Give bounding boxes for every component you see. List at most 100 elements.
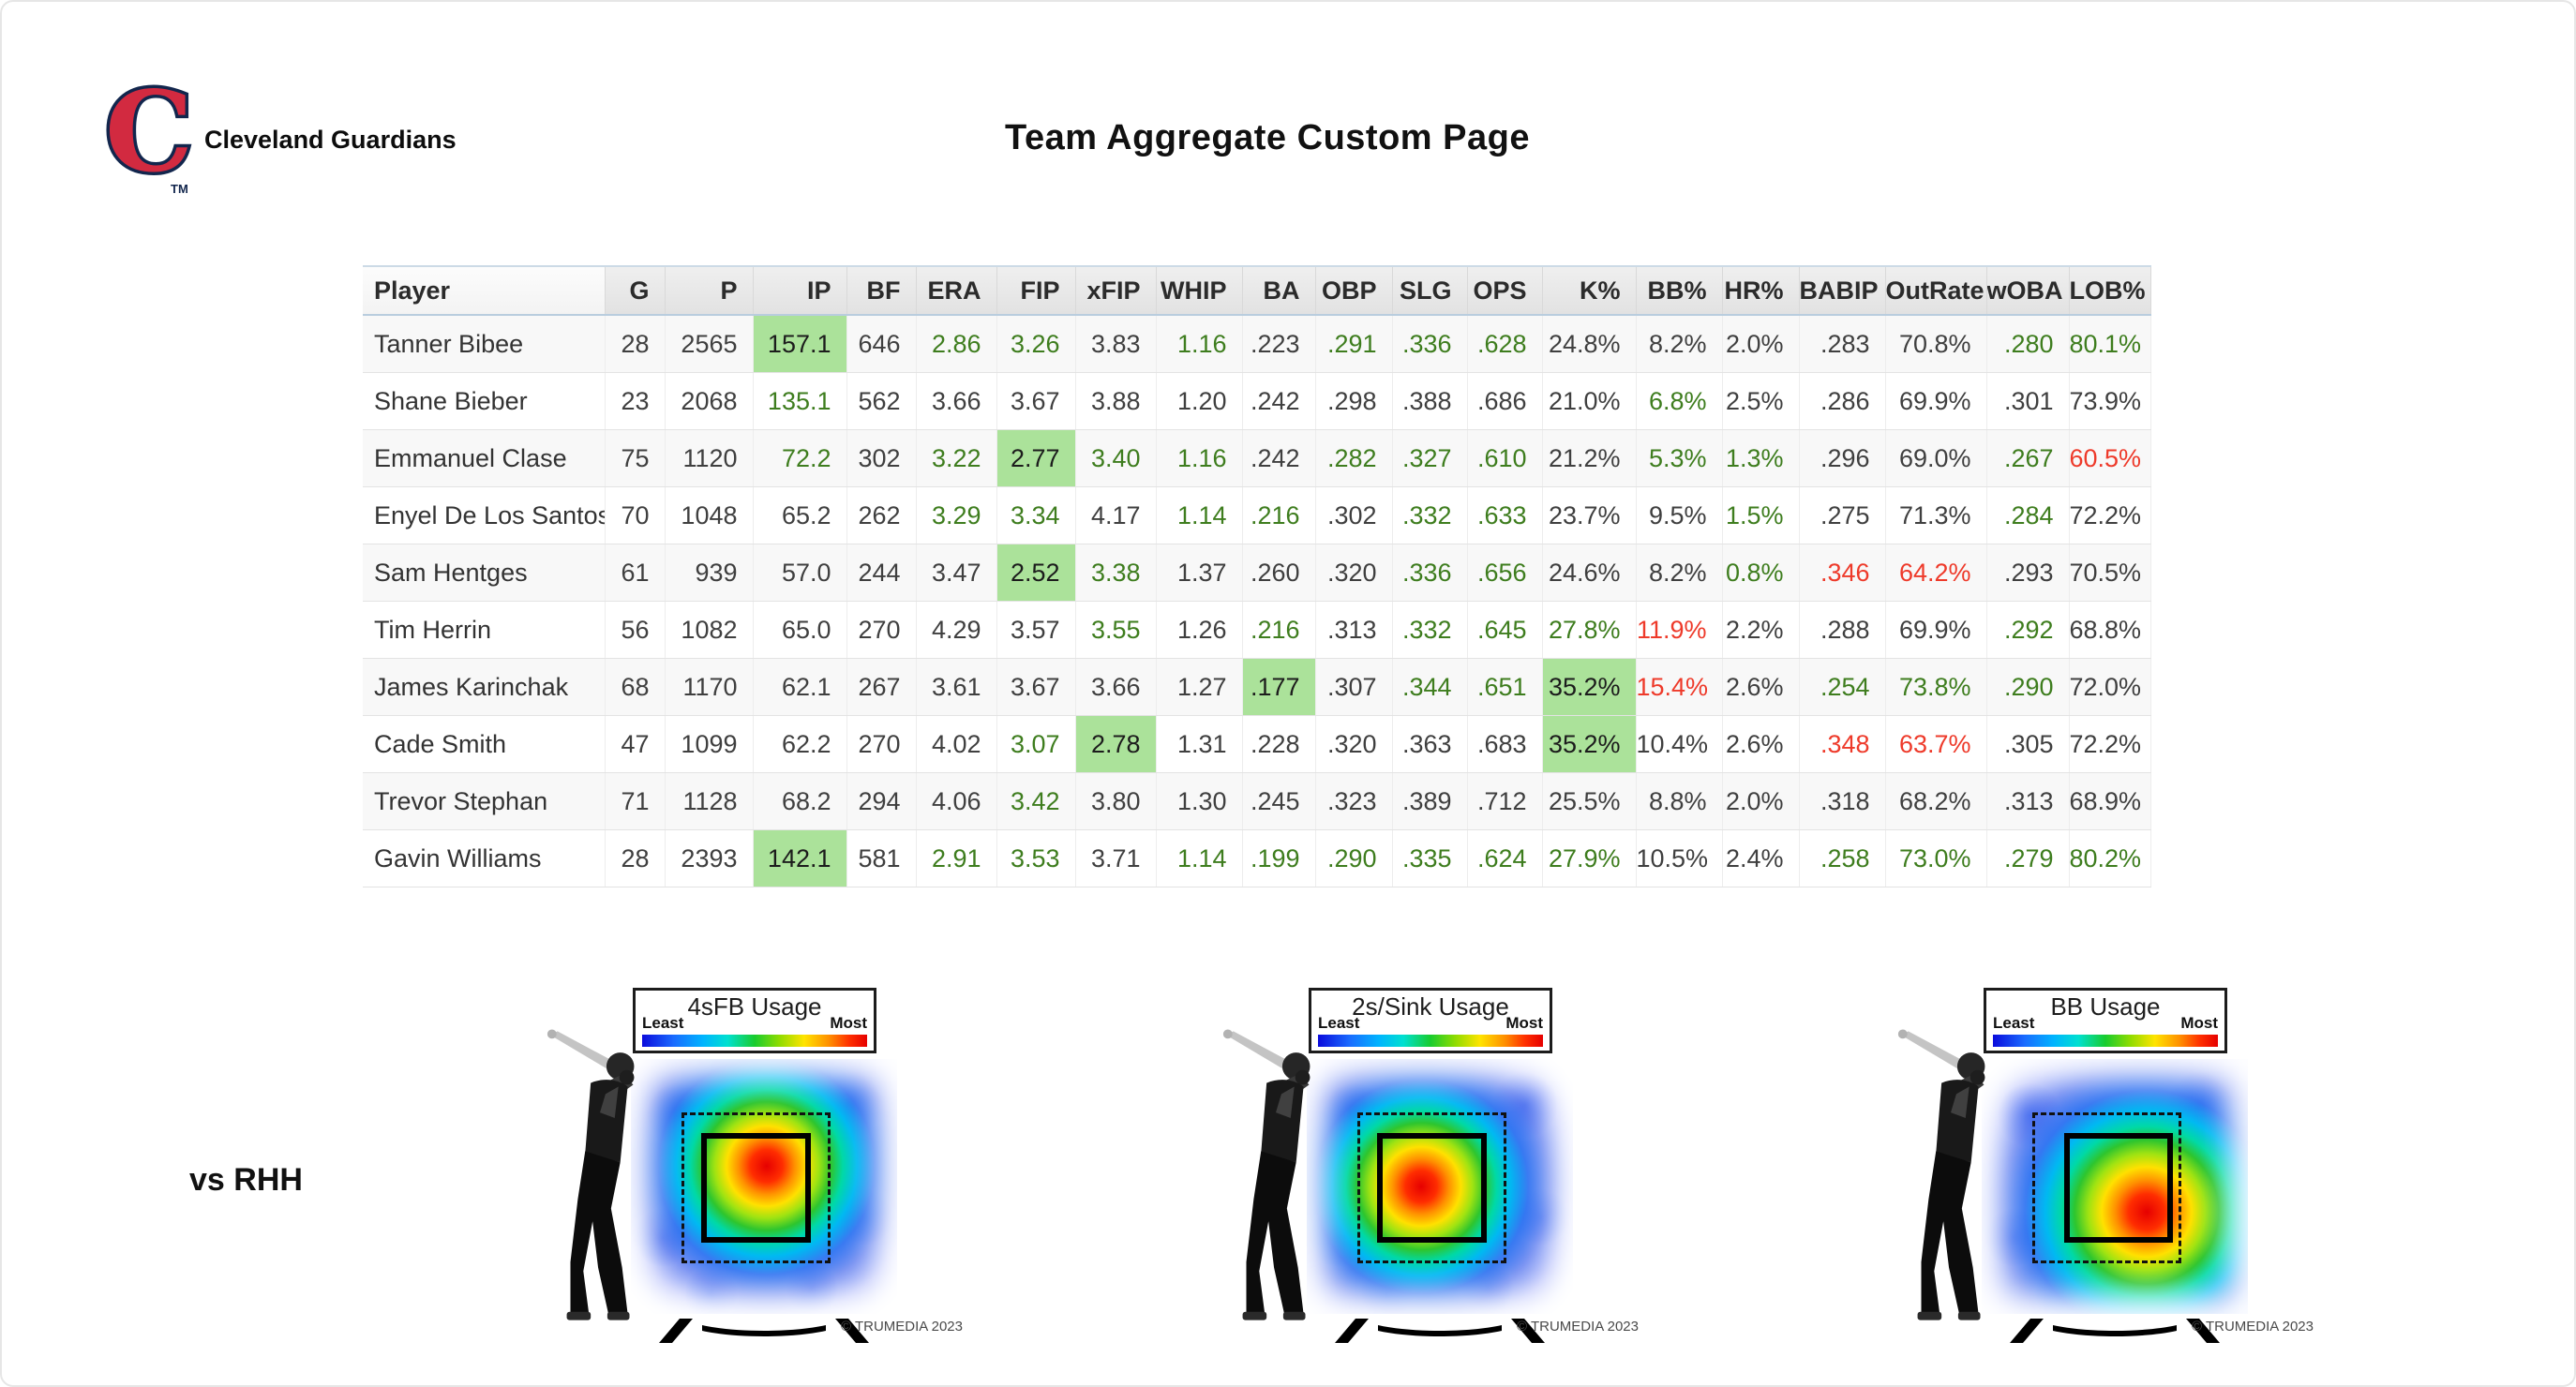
stat-cell: 2.86 (916, 315, 997, 373)
stat-cell: 35.2% (1542, 715, 1637, 773)
stat-cell: 69.0% (1885, 429, 1987, 487)
player-name: Shane Bieber (363, 372, 606, 430)
column-header-p[interactable]: P (665, 265, 754, 316)
stat-cell: 2.52 (996, 544, 1076, 602)
stat-cell: 23 (605, 372, 666, 430)
stat-cell: 3.66 (1075, 658, 1157, 716)
stat-cell: 939 (665, 544, 754, 602)
stat-cell: .290 (1986, 658, 2070, 716)
player-name: James Karinchak (363, 658, 606, 716)
stat-cell: .335 (1392, 829, 1468, 887)
stat-cell: 8.2% (1636, 315, 1723, 373)
stat-cell: .336 (1392, 544, 1468, 602)
stat-cell: .348 (1799, 715, 1886, 773)
column-header-woba[interactable]: wOBA (1986, 265, 2070, 316)
stat-cell: 302 (846, 429, 917, 487)
stat-cell: .216 (1242, 601, 1316, 659)
stat-cell: 60.5% (2069, 429, 2151, 487)
stat-cell: 71.3% (1885, 486, 1987, 544)
stat-cell: 56 (605, 601, 666, 659)
pitch-location-heatmap (631, 1059, 897, 1314)
heatmap-scale: Least Most (1993, 1014, 2218, 1047)
stat-cell: 1082 (665, 601, 754, 659)
stat-cell: .267 (1986, 429, 2070, 487)
column-header-era[interactable]: ERA (916, 265, 997, 316)
column-header-bf[interactable]: BF (846, 265, 917, 316)
column-header-slg[interactable]: SLG (1392, 265, 1468, 316)
stat-cell: 8.2% (1636, 544, 1723, 602)
column-header-ba[interactable]: BA (1242, 265, 1316, 316)
stat-cell: 3.07 (996, 715, 1076, 773)
stat-cell: 15.4% (1636, 658, 1723, 716)
column-header-bb[interactable]: BB% (1636, 265, 1723, 316)
stat-cell: 2.5% (1722, 372, 1800, 430)
strike-zone-dashed-outline (1356, 1112, 1506, 1263)
column-header-ip[interactable]: IP (753, 265, 847, 316)
stat-cell: 23.7% (1542, 486, 1637, 544)
stat-cell: 2.4% (1722, 829, 1800, 887)
stat-cell: 68.8% (2069, 601, 2151, 659)
stat-cell: 1.30 (1156, 772, 1243, 830)
stat-cell: 65.0 (753, 601, 847, 659)
stat-cell: .254 (1799, 658, 1886, 716)
stat-cell: 3.83 (1075, 315, 1157, 373)
stat-cell: 24.8% (1542, 315, 1637, 373)
stat-cell: .199 (1242, 829, 1316, 887)
column-header-obp[interactable]: OBP (1315, 265, 1393, 316)
stat-cell: 71 (605, 772, 666, 830)
stat-cell: .683 (1467, 715, 1543, 773)
stat-cell: .344 (1392, 658, 1468, 716)
stat-cell: 562 (846, 372, 917, 430)
legend-least-label: Least (1993, 1014, 2035, 1032)
stat-cell: .286 (1799, 372, 1886, 430)
stat-cell: .305 (1986, 715, 2070, 773)
column-header-fip[interactable]: FIP (996, 265, 1076, 316)
stat-cell: 10.4% (1636, 715, 1723, 773)
stat-cell: 69.9% (1885, 372, 1987, 430)
stat-cell: 28 (605, 829, 666, 887)
stat-cell: 73.9% (2069, 372, 2151, 430)
stat-cell: .388 (1392, 372, 1468, 430)
batter-silhouette-icon (1217, 1028, 1337, 1326)
column-header-k[interactable]: K% (1542, 265, 1637, 316)
column-header-ops[interactable]: OPS (1467, 265, 1543, 316)
stat-cell: .292 (1986, 601, 2070, 659)
stat-cell: 1.31 (1156, 715, 1243, 773)
column-header-hr[interactable]: HR% (1722, 265, 1800, 316)
stat-cell: .280 (1986, 315, 2070, 373)
team-name: Cleveland Guardians (204, 126, 457, 154)
legend-least-label: Least (642, 1014, 684, 1032)
stat-cell: 62.1 (753, 658, 847, 716)
stat-cell: 1.26 (1156, 601, 1243, 659)
stat-cell: .323 (1315, 772, 1393, 830)
heatmap-title: 4sFB Usage (687, 992, 822, 1021)
stat-cell: .346 (1799, 544, 1886, 602)
column-header-outrate[interactable]: OutRate (1885, 265, 1987, 316)
column-header-whip[interactable]: WHIP (1156, 265, 1243, 316)
stat-cell: 65.2 (753, 486, 847, 544)
player-name: Sam Hentges (363, 544, 606, 602)
stat-cell: .298 (1315, 372, 1393, 430)
table-row: Tim Herrin 56 1082 65.0 270 4.29 3.57 3.55 1.26.… (363, 601, 2151, 659)
stat-cell: 73.0% (1885, 829, 1987, 887)
column-header-lob[interactable]: LOB% (2069, 265, 2151, 316)
heatmap-title: 2s/Sink Usage (1352, 992, 1509, 1021)
stat-cell: 2565 (665, 315, 754, 373)
stat-cell: 80.1% (2069, 315, 2151, 373)
stat-cell: 72.2% (2069, 486, 2151, 544)
heatmap-scale: Least Most (642, 1014, 867, 1047)
stat-cell: .291 (1315, 315, 1393, 373)
stat-cell: .332 (1392, 601, 1468, 659)
stat-cell: 21.0% (1542, 372, 1637, 430)
stat-cell: .284 (1986, 486, 2070, 544)
player-name: Tim Herrin (363, 601, 606, 659)
stat-cell: 24.6% (1542, 544, 1637, 602)
legend-gradient-bar (1318, 1035, 1543, 1047)
column-header-babip[interactable]: BABIP (1799, 265, 1886, 316)
stat-cell: 2.0% (1722, 315, 1800, 373)
stat-cell: .293 (1986, 544, 2070, 602)
column-header-xfip[interactable]: xFIP (1075, 265, 1157, 316)
column-header-player[interactable]: Player (363, 265, 606, 316)
column-header-g[interactable]: G (605, 265, 666, 316)
stat-cell: 70.8% (1885, 315, 1987, 373)
